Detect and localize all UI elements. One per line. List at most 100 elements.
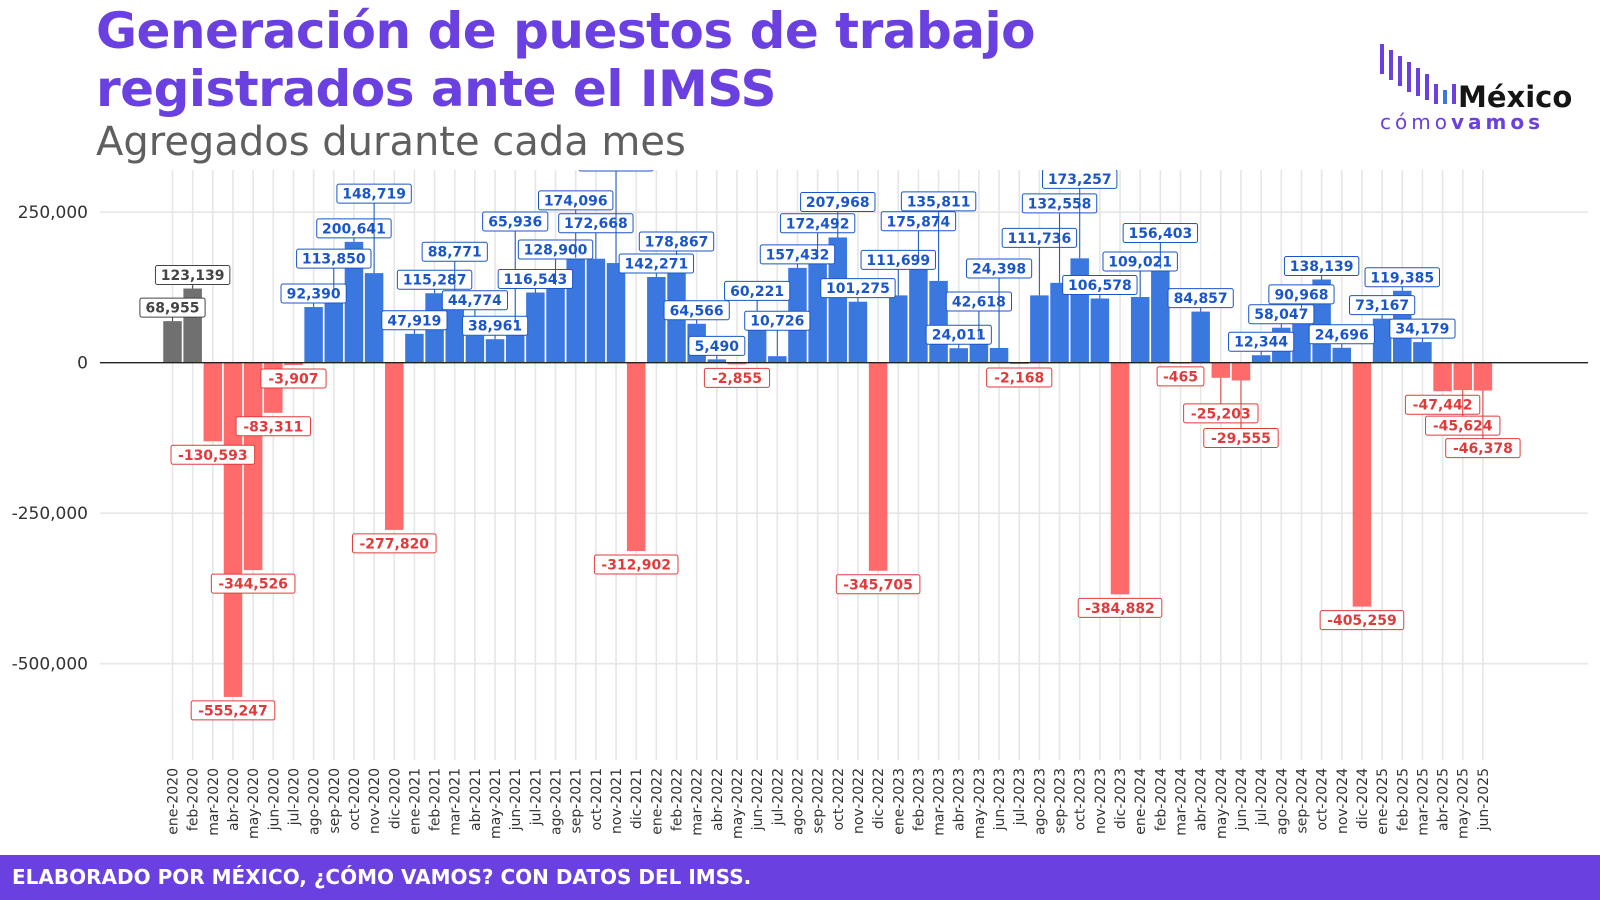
x-tick-label: jun-2021 <box>508 768 524 831</box>
data-label-text: 200,641 <box>322 221 386 237</box>
data-label-text: 42,618 <box>952 294 1006 310</box>
bar <box>284 362 303 366</box>
logo-name: México <box>1458 80 1573 114</box>
data-label: 200,641 <box>316 218 392 242</box>
data-label-text: 24,011 <box>932 328 986 344</box>
data-label: -45,624 <box>1425 390 1501 436</box>
bar <box>606 263 626 363</box>
x-tick-label: jul-2022 <box>770 768 786 826</box>
x-tick-label: jun-2025 <box>1476 768 1492 831</box>
x-tick-label: may-2022 <box>730 768 746 839</box>
data-label-box <box>1203 427 1279 448</box>
x-tick-label: feb-2025 <box>1395 768 1411 831</box>
data-label: 109,021 <box>1102 251 1178 298</box>
x-tick-label: dic-2022 <box>871 768 887 829</box>
x-tick-label: jun-2022 <box>750 768 766 831</box>
data-label: -130,593 <box>170 444 256 465</box>
bar <box>647 277 666 363</box>
data-label-box <box>1042 170 1118 189</box>
x-tick-label: dic-2020 <box>387 768 403 829</box>
data-label-text: 138,139 <box>1290 259 1354 275</box>
mexico-como-vamos-logo: México cómovamos <box>1380 44 1580 134</box>
data-label: -555,247 <box>190 700 276 721</box>
data-label-text: 111,736 <box>1007 231 1071 247</box>
data-label: 165,463 <box>578 170 654 264</box>
bar <box>1372 318 1392 363</box>
y-tick-label: 250,000 <box>18 203 88 223</box>
data-label-text: 65,936 <box>488 214 542 230</box>
data-label-box <box>497 268 574 289</box>
x-tick-label: jul-2024 <box>1254 768 1270 826</box>
x-tick-label: abr-2024 <box>1194 768 1210 831</box>
y-axis: 250,000 0 -250,000 -500,000 <box>12 203 88 675</box>
x-tick-label: ene-2024 <box>1133 768 1149 835</box>
data-label-box <box>820 278 896 299</box>
data-label-box <box>139 297 206 318</box>
x-tick-label: oct-2024 <box>1315 768 1331 831</box>
data-label-text: 90,968 <box>1274 287 1328 303</box>
data-label-box <box>235 416 312 437</box>
data-label: -277,820 <box>351 533 437 554</box>
data-label: 24,398 <box>965 258 1033 348</box>
bar <box>909 256 928 363</box>
x-tick-label: sep-2021 <box>569 768 585 833</box>
data-label-box <box>800 191 876 212</box>
data-label-text: 119,385 <box>1370 270 1434 286</box>
data-label-text: -312,902 <box>601 558 671 574</box>
x-tick-label: jun-2024 <box>1234 768 1250 831</box>
x-tick-label: abr-2020 <box>226 768 242 831</box>
data-label-box <box>1122 222 1199 243</box>
data-label-box <box>336 183 412 204</box>
bar <box>203 362 223 442</box>
bar <box>586 258 606 363</box>
data-label: -465 <box>1156 366 1205 387</box>
bar <box>526 292 545 363</box>
bar <box>485 339 505 363</box>
bar <box>1433 362 1452 392</box>
data-label-box <box>1001 227 1078 248</box>
x-tick-label: may-2025 <box>1456 768 1472 839</box>
data-label-box <box>779 213 856 234</box>
data-label-box <box>280 283 347 304</box>
data-label-text: 73,167 <box>1355 298 1409 314</box>
data-label: 106,578 <box>1062 274 1138 299</box>
bar <box>1130 297 1150 363</box>
data-label-text: 207,968 <box>806 195 870 211</box>
data-label-text: 60,221 <box>730 284 784 300</box>
data-label-box <box>986 367 1053 388</box>
data-label-box <box>190 700 276 721</box>
data-label: -46,378 <box>1445 390 1521 459</box>
bar <box>546 285 565 363</box>
bar <box>747 326 767 363</box>
data-label-box <box>1308 324 1375 345</box>
data-label-box <box>538 190 614 211</box>
chart-title: Generación de puestos de trabajo registr… <box>96 2 1036 118</box>
data-label: -405,259 <box>1319 610 1405 631</box>
x-tick-label: nov-2024 <box>1335 768 1351 834</box>
data-label-box <box>663 300 730 321</box>
data-label-text: -83,311 <box>243 419 303 435</box>
data-label: 47,919 <box>381 310 448 334</box>
x-tick-label: ene-2025 <box>1375 768 1391 835</box>
bar <box>243 362 263 571</box>
data-label-text: 175,874 <box>887 214 951 230</box>
x-tick-label: may-2024 <box>1214 768 1230 839</box>
data-label: 44,774 <box>441 290 508 336</box>
data-label: 88,771 <box>421 241 488 310</box>
data-label-text: 84,857 <box>1174 291 1228 307</box>
data-label-text: 116,543 <box>503 272 567 288</box>
data-label-box <box>482 211 549 232</box>
x-tick-label: oct-2020 <box>347 768 363 830</box>
data-label-text: -46,378 <box>1453 441 1513 457</box>
x-tick-label: ago-2022 <box>790 768 806 835</box>
bar <box>1110 362 1130 595</box>
data-label-text: 101,275 <box>826 281 890 297</box>
x-tick-label: nov-2021 <box>609 768 625 834</box>
x-tick-label: ene-2023 <box>891 768 907 835</box>
bar <box>808 258 827 363</box>
data-label: -2,168 <box>986 367 1053 388</box>
data-label-text: 24,696 <box>1315 327 1369 343</box>
data-label-text: 172,668 <box>564 216 628 232</box>
data-label-box <box>593 554 679 575</box>
data-label-text: 172,492 <box>786 216 850 232</box>
